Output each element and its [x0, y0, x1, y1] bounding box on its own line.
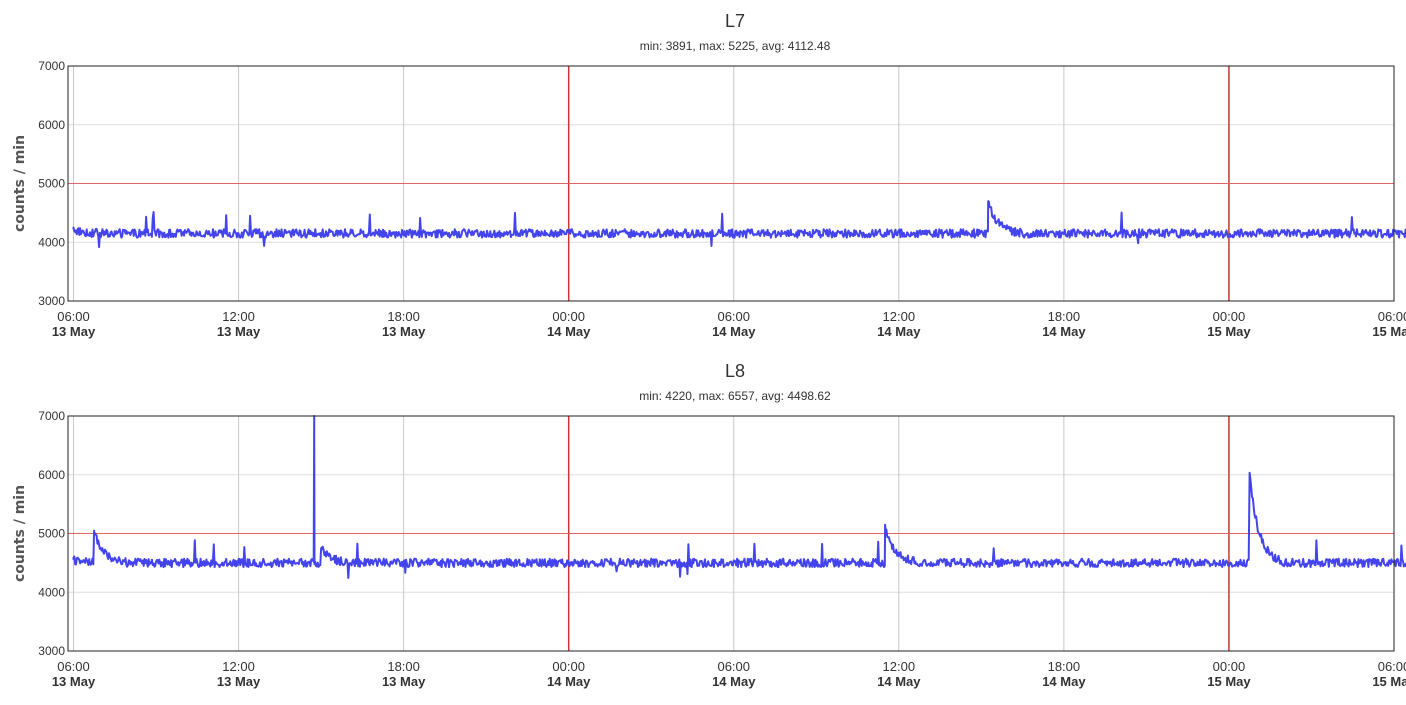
chart-subtitle: min: 4220, max: 6557, avg: 4498.62: [639, 389, 831, 403]
x-tick-time: 00:00: [1213, 309, 1246, 324]
y-tick-label: 4000: [38, 585, 65, 599]
x-tick-date: 14 May: [547, 324, 591, 339]
x-tick-time: 06:00: [717, 659, 750, 674]
y-tick-label: 3000: [38, 294, 65, 308]
x-tick-time: 18:00: [387, 659, 420, 674]
x-tick-time: 06:00: [57, 309, 90, 324]
x-tick-time: 00:00: [1213, 659, 1246, 674]
chart-title: L7: [725, 11, 745, 31]
y-tick-label: 3000: [38, 644, 65, 658]
x-tick-date: 14 May: [712, 324, 756, 339]
x-tick-date: 13 May: [217, 324, 261, 339]
x-tick-date: 14 May: [712, 674, 756, 689]
chart-L7: L7 min: 3891, max: 5225, avg: 4112.48 3000…: [12, 11, 1406, 339]
x-tick-time: 18:00: [1048, 659, 1081, 674]
x-tick-time: 00:00: [552, 659, 585, 674]
x-tick-date: 14 May: [1042, 324, 1086, 339]
x-tick-date: 13 May: [52, 674, 96, 689]
y-tick-label: 5000: [38, 177, 65, 191]
x-tick-time: 06:00: [57, 659, 90, 674]
chart-subtitle: min: 3891, max: 5225, avg: 4112.48: [640, 39, 831, 53]
series-line: [72, 200, 1406, 249]
x-tick-date: 14 May: [1042, 674, 1086, 689]
x-tick-time: 12:00: [222, 309, 255, 324]
x-tick-time: 06:00: [1378, 309, 1406, 324]
x-tick-time: 18:00: [387, 309, 420, 324]
y-tick-label: 6000: [38, 118, 65, 132]
x-tick-time: 12:00: [883, 309, 916, 324]
x-tick-time: 12:00: [883, 659, 916, 674]
y-tick-label: 4000: [38, 235, 65, 249]
x-tick-date: 13 May: [217, 674, 261, 689]
x-tick-date: 13 May: [52, 324, 96, 339]
x-tick-time: 00:00: [552, 309, 585, 324]
plot-frame: [67, 415, 1395, 652]
x-tick-time: 12:00: [222, 659, 255, 674]
x-tick-time: 18:00: [1048, 309, 1081, 324]
plot-frame: [67, 65, 1395, 302]
x-tick-date: 14 May: [877, 674, 921, 689]
y-tick-label: 6000: [38, 468, 65, 482]
x-tick-date: 13 May: [382, 674, 426, 689]
x-tick-date: 15 May: [1372, 674, 1406, 689]
y-tick-label: 7000: [38, 409, 65, 423]
y-axis-label: counts / min: [12, 485, 28, 582]
y-tick-label: 7000: [38, 59, 65, 73]
chart-L8: L8 min: 4220, max: 6557, avg: 4498.62 3000…: [12, 361, 1406, 689]
x-tick-date: 15 May: [1372, 324, 1406, 339]
y-tick-label: 5000: [38, 527, 65, 541]
series-line: [72, 415, 1406, 579]
y-axis-label: counts / min: [12, 135, 28, 232]
x-tick-date: 15 May: [1207, 324, 1251, 339]
x-tick-date: 14 May: [877, 324, 921, 339]
x-tick-date: 14 May: [547, 674, 591, 689]
x-tick-time: 06:00: [717, 309, 750, 324]
x-tick-date: 13 May: [382, 324, 426, 339]
x-tick-date: 15 May: [1207, 674, 1251, 689]
x-tick-time: 06:00: [1378, 659, 1406, 674]
chart-title: L8: [725, 361, 745, 381]
